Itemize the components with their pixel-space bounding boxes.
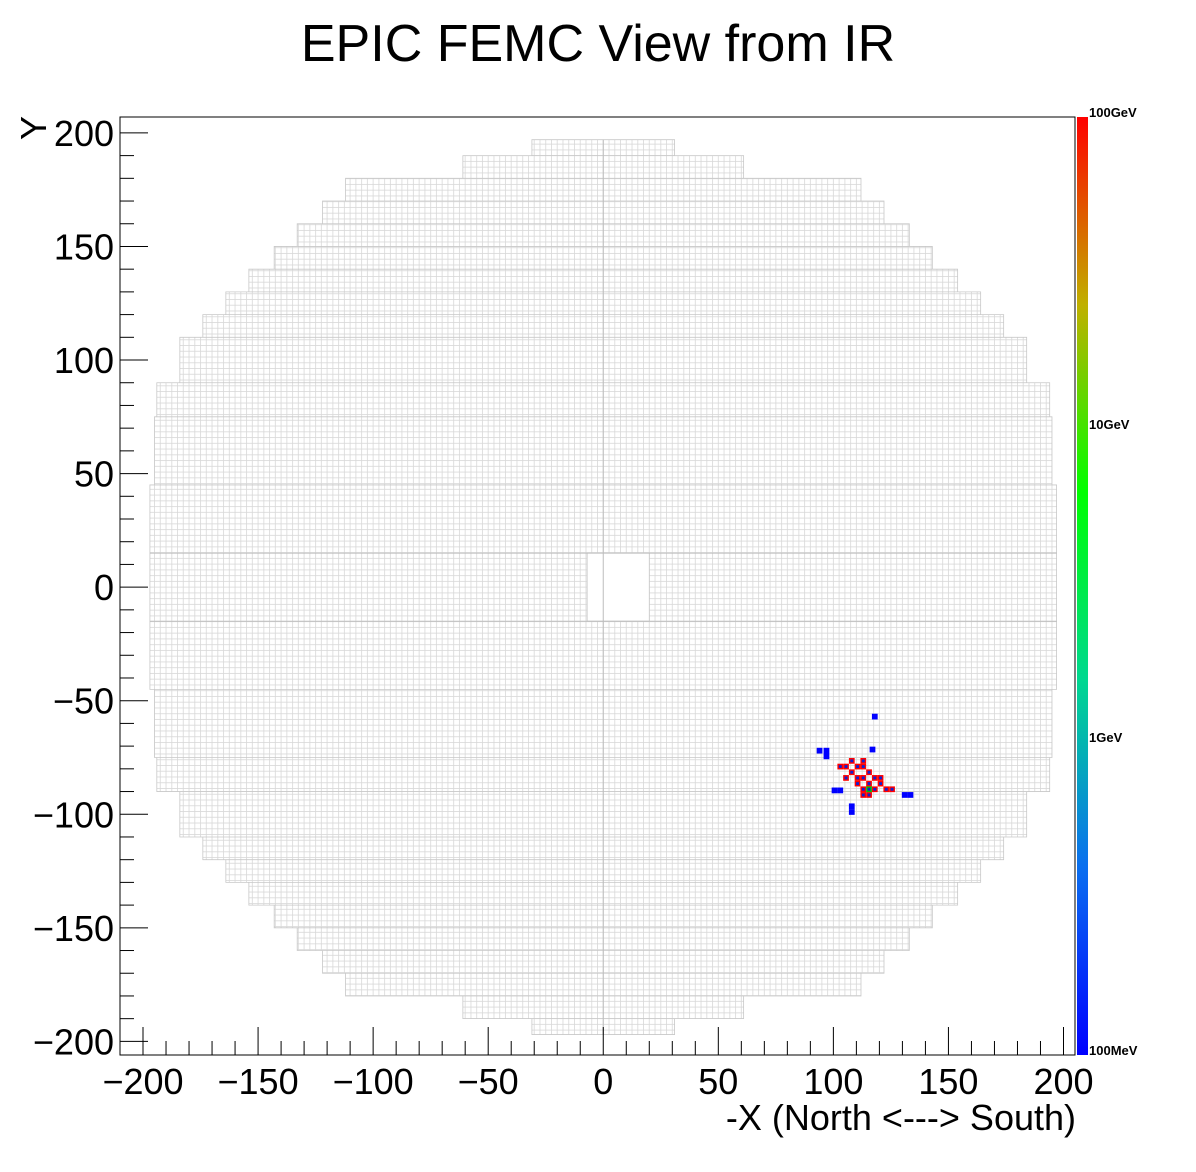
hit-marker — [838, 765, 842, 768]
x-tick-label: −200 — [102, 1061, 183, 1102]
hit-marker — [856, 782, 859, 786]
hit-cell — [901, 792, 908, 798]
x-tick-label: 150 — [918, 1061, 978, 1102]
y-tick-label: 150 — [54, 226, 114, 267]
hit-marker — [850, 759, 854, 763]
y-tick-label: 100 — [54, 340, 114, 381]
color-bar-label: 10GeV — [1089, 417, 1130, 432]
hit-marker — [867, 793, 871, 797]
hit-cell — [823, 747, 830, 754]
hit-marker — [873, 787, 877, 791]
hit-cell — [837, 787, 844, 794]
hit-marker — [844, 765, 848, 768]
detector-grid — [149, 139, 1057, 1035]
hit-marker — [850, 770, 854, 774]
hit-marker — [861, 776, 865, 780]
hit-cell — [831, 787, 838, 794]
color-scale: 100GeV 10GeV 1GeV 100MeV — [1077, 105, 1138, 1058]
x-tick-label: −100 — [333, 1061, 414, 1102]
hit-cell — [823, 753, 830, 760]
hit-marker — [867, 770, 871, 774]
x-tick-label: −50 — [458, 1061, 519, 1102]
y-tick-label: −50 — [53, 681, 114, 722]
y-axis: −200 −150 −100 −50 0 50 100 150 200 — [33, 113, 148, 1062]
y-tick-label: −100 — [33, 794, 114, 835]
y-tick-label: 50 — [74, 454, 114, 495]
hit-marker — [861, 793, 865, 797]
hit-marker — [856, 765, 859, 768]
frame-border — [119, 116, 1076, 1056]
color-bar-label: 100MeV — [1089, 1043, 1138, 1058]
hit-marker — [861, 787, 865, 791]
x-axis: −200 −150 −100 −50 0 50 100 150 200 — [102, 1027, 1094, 1102]
x-tick-label: 0 — [593, 1061, 613, 1102]
y-axis-title: Y — [13, 116, 54, 140]
plot-frame — [119, 116, 1076, 1056]
x-tick-label: 200 — [1033, 1061, 1093, 1102]
hit-cell — [907, 792, 914, 798]
hit-marker — [873, 776, 877, 780]
hit-marker — [884, 787, 888, 791]
x-tick-label: −150 — [218, 1061, 299, 1102]
hit-cells — [816, 713, 914, 815]
hit-marker — [867, 782, 871, 786]
hit-cell — [871, 713, 878, 720]
color-bar-label: 1GeV — [1089, 730, 1123, 745]
hit-cell — [848, 803, 855, 810]
hit-marker — [879, 782, 882, 786]
y-tick-label: 0 — [94, 567, 114, 608]
hit-cell — [816, 747, 823, 754]
hit-marker — [861, 765, 865, 768]
hit-marker — [867, 787, 871, 791]
x-tick-label: 50 — [698, 1061, 738, 1102]
color-bar-label: 100GeV — [1089, 105, 1137, 120]
color-bar — [1077, 117, 1088, 1055]
y-tick-label: 200 — [54, 113, 114, 154]
hit-marker — [856, 776, 859, 780]
hit-cell — [869, 746, 876, 753]
hit-marker — [861, 759, 865, 763]
hit-marker — [844, 776, 848, 780]
chart-title: EPIC FEMC View from IR — [300, 15, 896, 73]
hit-marker — [879, 776, 882, 780]
y-tick-label: −150 — [33, 908, 114, 949]
hit-marker — [890, 787, 894, 791]
hit-cell — [848, 809, 855, 815]
y-tick-label: −200 — [33, 1021, 114, 1062]
x-tick-label: 100 — [803, 1061, 863, 1102]
x-axis-title: -X (North <---> South) — [726, 1097, 1076, 1138]
detector-cells — [149, 139, 1057, 1035]
